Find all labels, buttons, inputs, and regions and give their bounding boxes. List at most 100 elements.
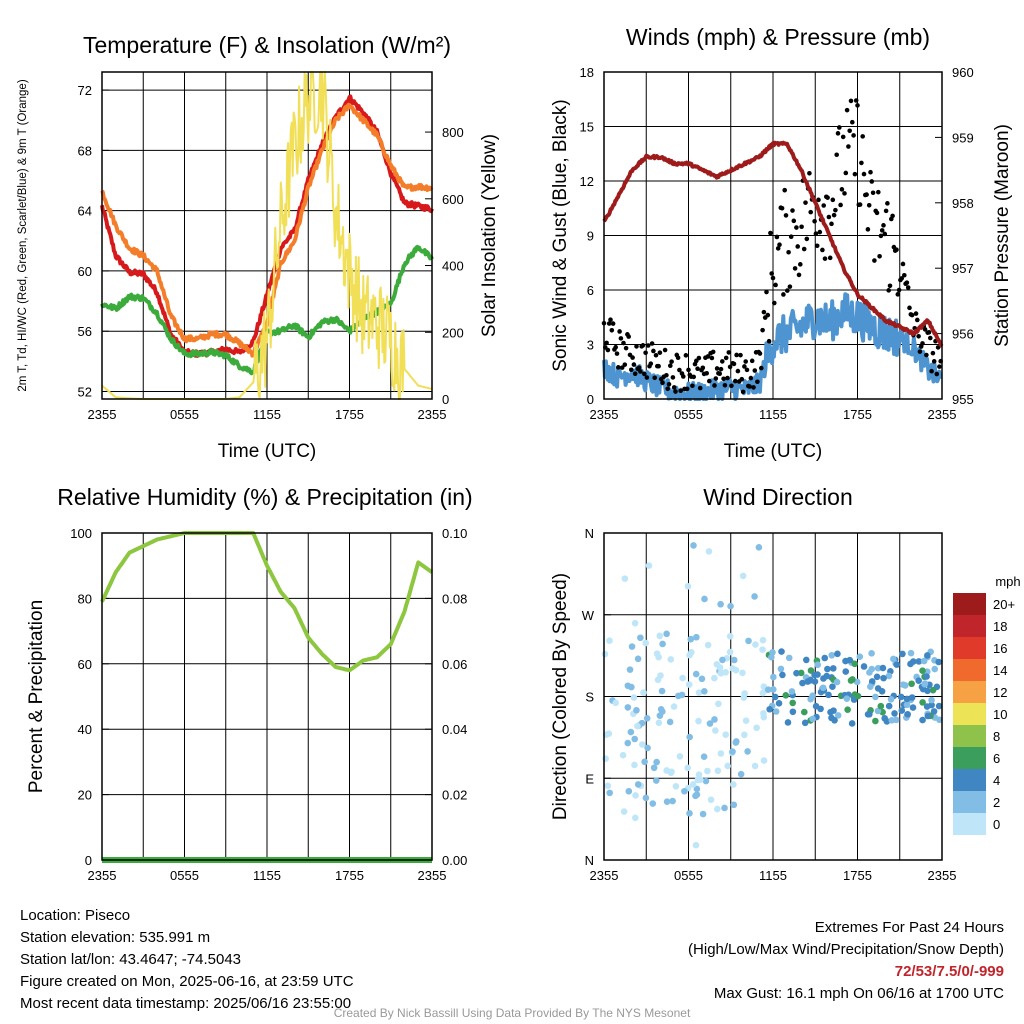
gust-point [850,119,855,125]
direction-point [793,669,800,677]
gust-point [622,362,628,367]
gust-point [829,221,834,227]
direction-point [825,691,832,699]
direction-point [807,695,814,703]
direction-point [706,720,714,727]
y2-tick-label: 958 [952,196,974,211]
direction-point [712,727,719,734]
legend-swatch [953,637,986,659]
gust-point [900,261,906,267]
gust-point [744,367,750,373]
direction-point [899,650,906,658]
gust-point [749,358,755,364]
gust-point [735,368,741,374]
direction-point [909,704,917,711]
legend-label: 2 [993,795,1000,810]
direction-point [695,771,703,778]
direction-point [699,810,707,818]
gust-point [766,338,772,344]
gust-point [813,231,819,236]
legend-swatch [953,747,986,769]
y-tick-label: 72 [78,83,92,98]
y2-tick-label: 800 [442,125,464,140]
y2-tick-label: 0 [442,392,449,407]
gust-point [899,276,904,281]
y-tick-label: 60 [78,264,92,279]
gust-point [860,134,865,139]
gust-point [630,355,635,360]
gust-point [634,344,639,349]
gust-point [896,287,902,293]
gust-point [644,375,650,380]
direction-point [929,686,937,694]
gust-point [657,350,663,355]
direction-point [606,637,613,644]
direction-point [650,764,658,772]
plot-frame [603,71,943,400]
direction-point [788,688,796,695]
direction-point [649,800,657,807]
direction-point [630,694,638,701]
gust-point [614,351,620,356]
direction-point [686,810,693,817]
gust-point [874,210,880,216]
gust-point [817,229,823,235]
direction-point [874,707,882,715]
direction-point [627,728,635,736]
chart-title: Temperature (F) & Insolation (W/m²) [83,32,451,58]
gust-point [619,365,625,370]
y-tick-label: 52 [78,384,92,399]
gust-point [618,336,624,341]
direction-point [849,676,856,683]
y-tick-label: N [585,526,594,541]
direction-point [891,710,898,717]
gust-point [848,98,854,104]
y-tick-label: 60 [78,657,92,672]
direction-point [866,669,873,676]
direction-point [833,678,841,686]
direction-point [887,695,895,703]
gust-point [902,272,907,278]
gust-point [859,160,864,166]
direction-point [612,699,620,707]
gust-point [742,364,747,369]
gust-point [831,212,837,218]
direction-point [642,794,650,802]
direction-point [904,710,911,718]
direction-point [770,686,777,693]
direction-point [919,716,926,724]
gust-point [855,103,860,108]
direction-point [739,669,746,677]
direction-point [935,702,943,710]
direction-point [681,787,688,795]
gust-point [755,379,760,385]
direction-point [711,674,718,682]
direction-point [751,593,758,600]
extremes-panel: Extremes For Past 24 Hours (High/Low/Max… [688,917,1004,1005]
direction-point [936,716,943,724]
direction-point [653,758,660,766]
direction-point [890,655,897,663]
gust-point [718,366,724,372]
gust-point [626,334,631,339]
direction-point [801,708,808,716]
legend-swatch [953,703,986,725]
x-tick-label: 1755 [335,868,364,883]
chart-title: Relative Humidity (%) & Precipitation (i… [57,484,472,510]
direction-point [704,641,712,649]
y-tick-label: 56 [78,324,92,339]
direction-point [823,672,830,680]
gust-point [905,285,911,290]
gust-point [740,389,746,395]
direction-point [690,542,697,549]
direction-point [873,673,881,681]
direction-point [637,634,644,642]
legend-swatch [953,681,986,703]
direction-point [739,572,747,580]
direction-point [874,685,882,692]
gust-point [713,376,719,381]
direction-point [645,562,653,569]
gust-point [834,152,839,158]
x-tick-label: 2355 [418,407,447,422]
legend-label: 4 [993,773,1000,788]
